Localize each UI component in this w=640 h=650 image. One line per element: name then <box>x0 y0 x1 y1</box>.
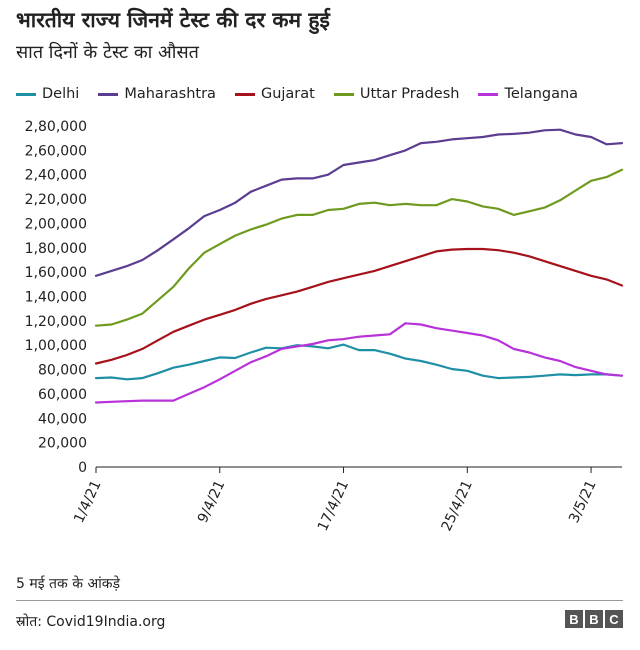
legend-swatch-telangana <box>478 92 499 96</box>
y-tick-label: 1,40,000 <box>25 290 87 306</box>
bbc-logo-block: C <box>605 610 623 628</box>
y-tick-label: 1,20,000 <box>25 314 87 330</box>
x-tick-label: 3/5/21 <box>566 478 600 526</box>
legend-swatch-uttar-pradesh <box>333 92 354 96</box>
series-line-delhi <box>94 343 624 381</box>
legend-swatch-maharashtra <box>98 92 119 96</box>
series-line-maharashtra <box>94 128 624 277</box>
source-credit: स्रोत: Covid19India.org <box>16 614 166 630</box>
x-tick-label: 1/4/21 <box>71 478 105 526</box>
legend-item-gujarat: Gujarat <box>234 86 315 102</box>
legend-swatch-gujarat <box>234 92 255 96</box>
series-line-telangana <box>94 322 624 404</box>
y-tick-label: 1,60,000 <box>25 265 87 281</box>
legend-item-delhi: Delhi <box>16 86 79 102</box>
y-tick-label: 2,00,000 <box>25 216 87 232</box>
legend: Delhi Maharashtra Gujarat Uttar Pradesh … <box>16 84 597 104</box>
legend-item-telangana: Telangana <box>478 86 578 102</box>
legend-label-uttar-pradesh: Uttar Pradesh <box>359 86 460 102</box>
y-tick-label: 20,000 <box>38 436 87 452</box>
legend-label-telangana: Telangana <box>504 86 579 102</box>
bbc-logo-block: B <box>565 610 583 628</box>
x-tick-label: 17/4/21 <box>315 478 352 534</box>
y-tick-label: 2,60,000 <box>25 143 87 159</box>
x-tick-label: 9/4/21 <box>195 478 229 526</box>
legend-item-maharashtra: Maharashtra <box>98 86 216 102</box>
legend-label-delhi: Delhi <box>42 86 80 102</box>
y-tick-label: 40,000 <box>38 411 87 427</box>
bbc-logo-block: B <box>585 610 603 628</box>
y-tick-label: 60,000 <box>38 387 87 403</box>
chart-subtitle: सात दिनों के टेस्ट का औसत <box>16 42 199 63</box>
footer-divider <box>16 600 623 601</box>
chart-title: भारतीय राज्य जिनमें टेस्ट की दर कम हुई <box>16 8 330 32</box>
legend-item-uttar-pradesh: Uttar Pradesh <box>333 86 460 102</box>
legend-swatch-delhi <box>16 92 36 96</box>
y-tick-label: 2,20,000 <box>25 192 87 208</box>
footnote: 5 मई तक के आंकड़े <box>16 576 120 592</box>
y-tick-label: 80,000 <box>38 363 87 379</box>
y-tick-label: 1,00,000 <box>25 338 87 354</box>
bbc-logo: B B C <box>563 610 623 628</box>
series-line-uttar-pradesh <box>94 168 624 327</box>
legend-label-maharashtra: Maharashtra <box>124 86 216 102</box>
y-tick-label: 2,40,000 <box>25 168 87 184</box>
line-chart: 0 20,000 40,000 60,000 80,000 1,00,000 1,20,00… <box>25 119 624 534</box>
y-tick-label: 1,80,000 <box>25 241 87 257</box>
y-tick-label: 2,80,000 <box>25 119 87 135</box>
x-tick-label: 25/4/21 <box>439 478 476 534</box>
legend-label-gujarat: Gujarat <box>260 86 315 102</box>
y-tick-label: 0 <box>78 460 87 476</box>
series-line-gujarat <box>94 247 624 365</box>
